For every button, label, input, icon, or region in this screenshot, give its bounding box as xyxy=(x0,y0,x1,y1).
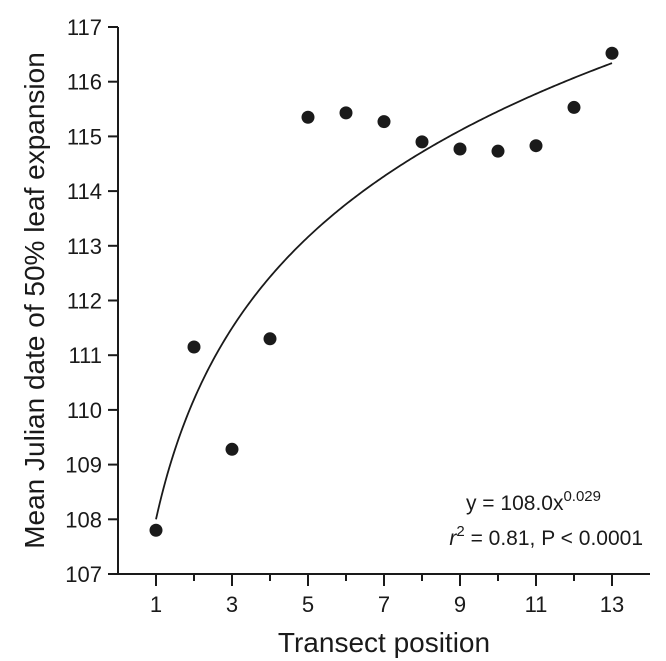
data-point xyxy=(149,523,163,537)
r-label: r xyxy=(449,527,457,550)
r-exponent: 2 xyxy=(456,523,464,540)
data-point xyxy=(377,115,391,129)
fit-equation: y = 108.0x0.029 xyxy=(466,488,601,515)
data-point xyxy=(491,144,505,158)
y-tick-label: 108 xyxy=(65,507,102,532)
y-tick-label: 112 xyxy=(67,289,102,314)
fit-equation-exponent: 0.029 xyxy=(563,488,601,505)
data-point xyxy=(567,100,581,114)
y-tick-label: 110 xyxy=(67,398,102,423)
y-axis-title: Mean Julian date of 50% leaf expansion xyxy=(19,52,50,549)
y-tick-label: 117 xyxy=(67,15,102,40)
y-tick-label: 107 xyxy=(65,562,102,587)
x-axis-title: Transect position xyxy=(278,627,490,658)
y-tick-label: 116 xyxy=(67,70,102,95)
x-tick-label: 7 xyxy=(378,592,390,617)
fit-statistics: r2 = 0.81, P < 0.0001 xyxy=(449,523,643,550)
y-tick-label: 114 xyxy=(67,179,102,204)
fit-equation-base: y = 108.0x xyxy=(466,492,564,515)
data-point xyxy=(339,106,353,120)
x-tick-label: 3 xyxy=(226,592,238,617)
stats-values: = 0.81, P < 0.0001 xyxy=(465,527,643,550)
plot-area: 1 3 5 7 9 11 13 107108109110111112113114115116… xyxy=(65,15,650,617)
power-fit-curve xyxy=(155,62,613,520)
data-point xyxy=(453,142,467,156)
data-point xyxy=(187,340,201,354)
data-point xyxy=(529,139,543,153)
data-points xyxy=(149,46,619,537)
x-ticks: 1 3 5 7 9 11 13 xyxy=(150,574,624,617)
data-point xyxy=(263,332,277,346)
y-tick-label: 113 xyxy=(67,234,102,259)
y-tick-label: 109 xyxy=(65,453,102,478)
data-point xyxy=(225,442,239,456)
x-tick-label: 1 xyxy=(150,592,162,617)
data-point xyxy=(605,46,619,60)
data-point xyxy=(415,135,429,149)
data-point xyxy=(301,110,315,124)
x-tick-label: 11 xyxy=(525,592,548,617)
x-tick-label: 5 xyxy=(302,592,314,617)
x-tick-label: 13 xyxy=(600,592,624,617)
x-tick-label: 9 xyxy=(454,592,466,617)
y-tick-label: 111 xyxy=(69,343,102,368)
y-ticks: 107 108 109 110 111 112 113 114 115 116 117 xyxy=(65,15,118,587)
y-tick-label: 115 xyxy=(67,124,102,149)
